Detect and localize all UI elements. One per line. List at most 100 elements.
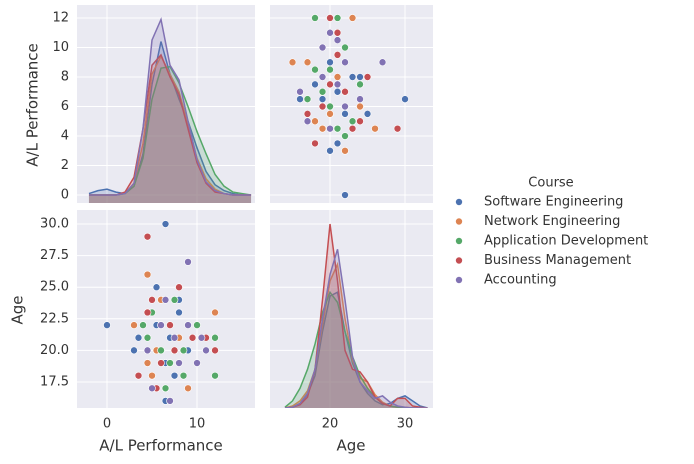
scatter-point bbox=[326, 146, 334, 155]
legend-label: Business Management bbox=[484, 253, 631, 268]
kde-line bbox=[284, 290, 428, 408]
scatter-point bbox=[356, 73, 364, 81]
scatter-point bbox=[143, 232, 152, 241]
x-tick-label: 0 bbox=[103, 417, 111, 432]
scatter-point bbox=[341, 132, 349, 140]
scatter-point bbox=[326, 110, 334, 118]
scatter-point bbox=[103, 321, 111, 329]
scatter-point bbox=[184, 258, 192, 266]
scatter-point bbox=[333, 51, 342, 59]
y-tick-label: 25.0 bbox=[40, 280, 69, 295]
scatter-point bbox=[341, 191, 349, 199]
y-axis-label: A/L Performance bbox=[24, 43, 42, 167]
legend-label: Application Development bbox=[484, 234, 648, 249]
scatter-point bbox=[134, 333, 143, 342]
y-tick-label: 0 bbox=[61, 188, 69, 203]
scatter-point bbox=[363, 110, 372, 118]
scatter-point bbox=[143, 308, 152, 317]
scatter-point bbox=[166, 321, 174, 329]
scatter-point bbox=[303, 110, 312, 118]
scatter-point bbox=[143, 333, 152, 342]
scatter-point bbox=[326, 14, 334, 22]
scatter-point bbox=[148, 296, 156, 304]
y-tick-label: 22.5 bbox=[40, 311, 69, 326]
legend-marker bbox=[455, 256, 463, 265]
scatter-point bbox=[318, 73, 327, 81]
scatter-point bbox=[170, 346, 179, 355]
scatter-point bbox=[211, 346, 219, 355]
scatter-point bbox=[296, 87, 304, 96]
x-axis-label: A/L Performance bbox=[99, 437, 223, 455]
scatter-point bbox=[139, 321, 147, 329]
scatter-point bbox=[311, 117, 319, 126]
scatter-point bbox=[348, 14, 357, 22]
kde-line bbox=[88, 16, 252, 196]
scatter-point bbox=[341, 87, 349, 96]
scatter-point bbox=[341, 43, 349, 52]
scatter-point bbox=[318, 95, 327, 103]
y-tick-label: 8 bbox=[61, 70, 69, 85]
scatter-point bbox=[188, 333, 197, 342]
scatter-point bbox=[170, 371, 179, 380]
scatter-point bbox=[157, 321, 165, 329]
y-tick-label: 12 bbox=[52, 10, 69, 25]
scatter-point bbox=[341, 102, 349, 111]
scatter-point bbox=[134, 371, 143, 380]
scatter-point bbox=[333, 80, 342, 89]
legend-marker bbox=[455, 217, 463, 226]
scatter-point bbox=[326, 28, 334, 37]
scatter-point bbox=[326, 124, 334, 133]
scatter-point bbox=[311, 65, 319, 74]
scatter-point bbox=[318, 43, 327, 52]
kde-fill bbox=[285, 249, 428, 408]
kde-fill bbox=[285, 264, 428, 408]
legend-marker bbox=[455, 198, 463, 206]
y-axis-label: Age bbox=[9, 295, 27, 324]
panel bbox=[270, 210, 433, 408]
scatter-point bbox=[303, 95, 312, 103]
scatter-point bbox=[211, 308, 219, 317]
kde-fill bbox=[285, 292, 428, 408]
scatter-point bbox=[348, 73, 357, 81]
scatter-point bbox=[356, 95, 364, 103]
scatter-point bbox=[378, 58, 387, 67]
kde-fill bbox=[88, 56, 252, 203]
scatter-point bbox=[303, 58, 312, 67]
scatter-point bbox=[371, 124, 379, 133]
scatter-point bbox=[333, 139, 342, 148]
legend-label: Software Engineering bbox=[484, 195, 623, 210]
scatter-point bbox=[356, 117, 364, 126]
scatter-point bbox=[311, 139, 319, 148]
scatter-point bbox=[175, 283, 183, 292]
scatter-point bbox=[311, 14, 319, 22]
scatter-point bbox=[318, 102, 327, 111]
scatter-point bbox=[202, 346, 210, 355]
scatter-point bbox=[341, 58, 349, 67]
scatter-point bbox=[326, 65, 334, 74]
x-tick-label: 30 bbox=[397, 417, 414, 432]
scatter-point bbox=[326, 80, 334, 89]
scatter-point bbox=[152, 283, 161, 292]
scatter-point bbox=[341, 110, 349, 118]
scatter-point bbox=[148, 384, 156, 393]
legend-marker bbox=[455, 276, 463, 284]
scatter-point bbox=[333, 124, 342, 133]
panel bbox=[270, 5, 433, 203]
scatter-point bbox=[143, 359, 152, 367]
panel-background bbox=[77, 210, 255, 408]
scatter-point bbox=[318, 87, 327, 96]
scatter-point bbox=[333, 28, 342, 37]
scatter-point bbox=[175, 359, 183, 367]
y-tick-label: 4 bbox=[61, 129, 69, 144]
scatter-point bbox=[166, 359, 174, 367]
kde-fill bbox=[88, 54, 252, 203]
scatter-point bbox=[393, 124, 402, 133]
kde-fill bbox=[88, 19, 252, 203]
x-tick-label: 20 bbox=[322, 417, 339, 432]
scatter-point bbox=[303, 117, 312, 126]
panel bbox=[77, 5, 255, 203]
scatter-point bbox=[211, 333, 219, 342]
scatter-point bbox=[170, 333, 179, 342]
scatter-point bbox=[333, 14, 342, 22]
legend-title: Course bbox=[528, 176, 573, 191]
